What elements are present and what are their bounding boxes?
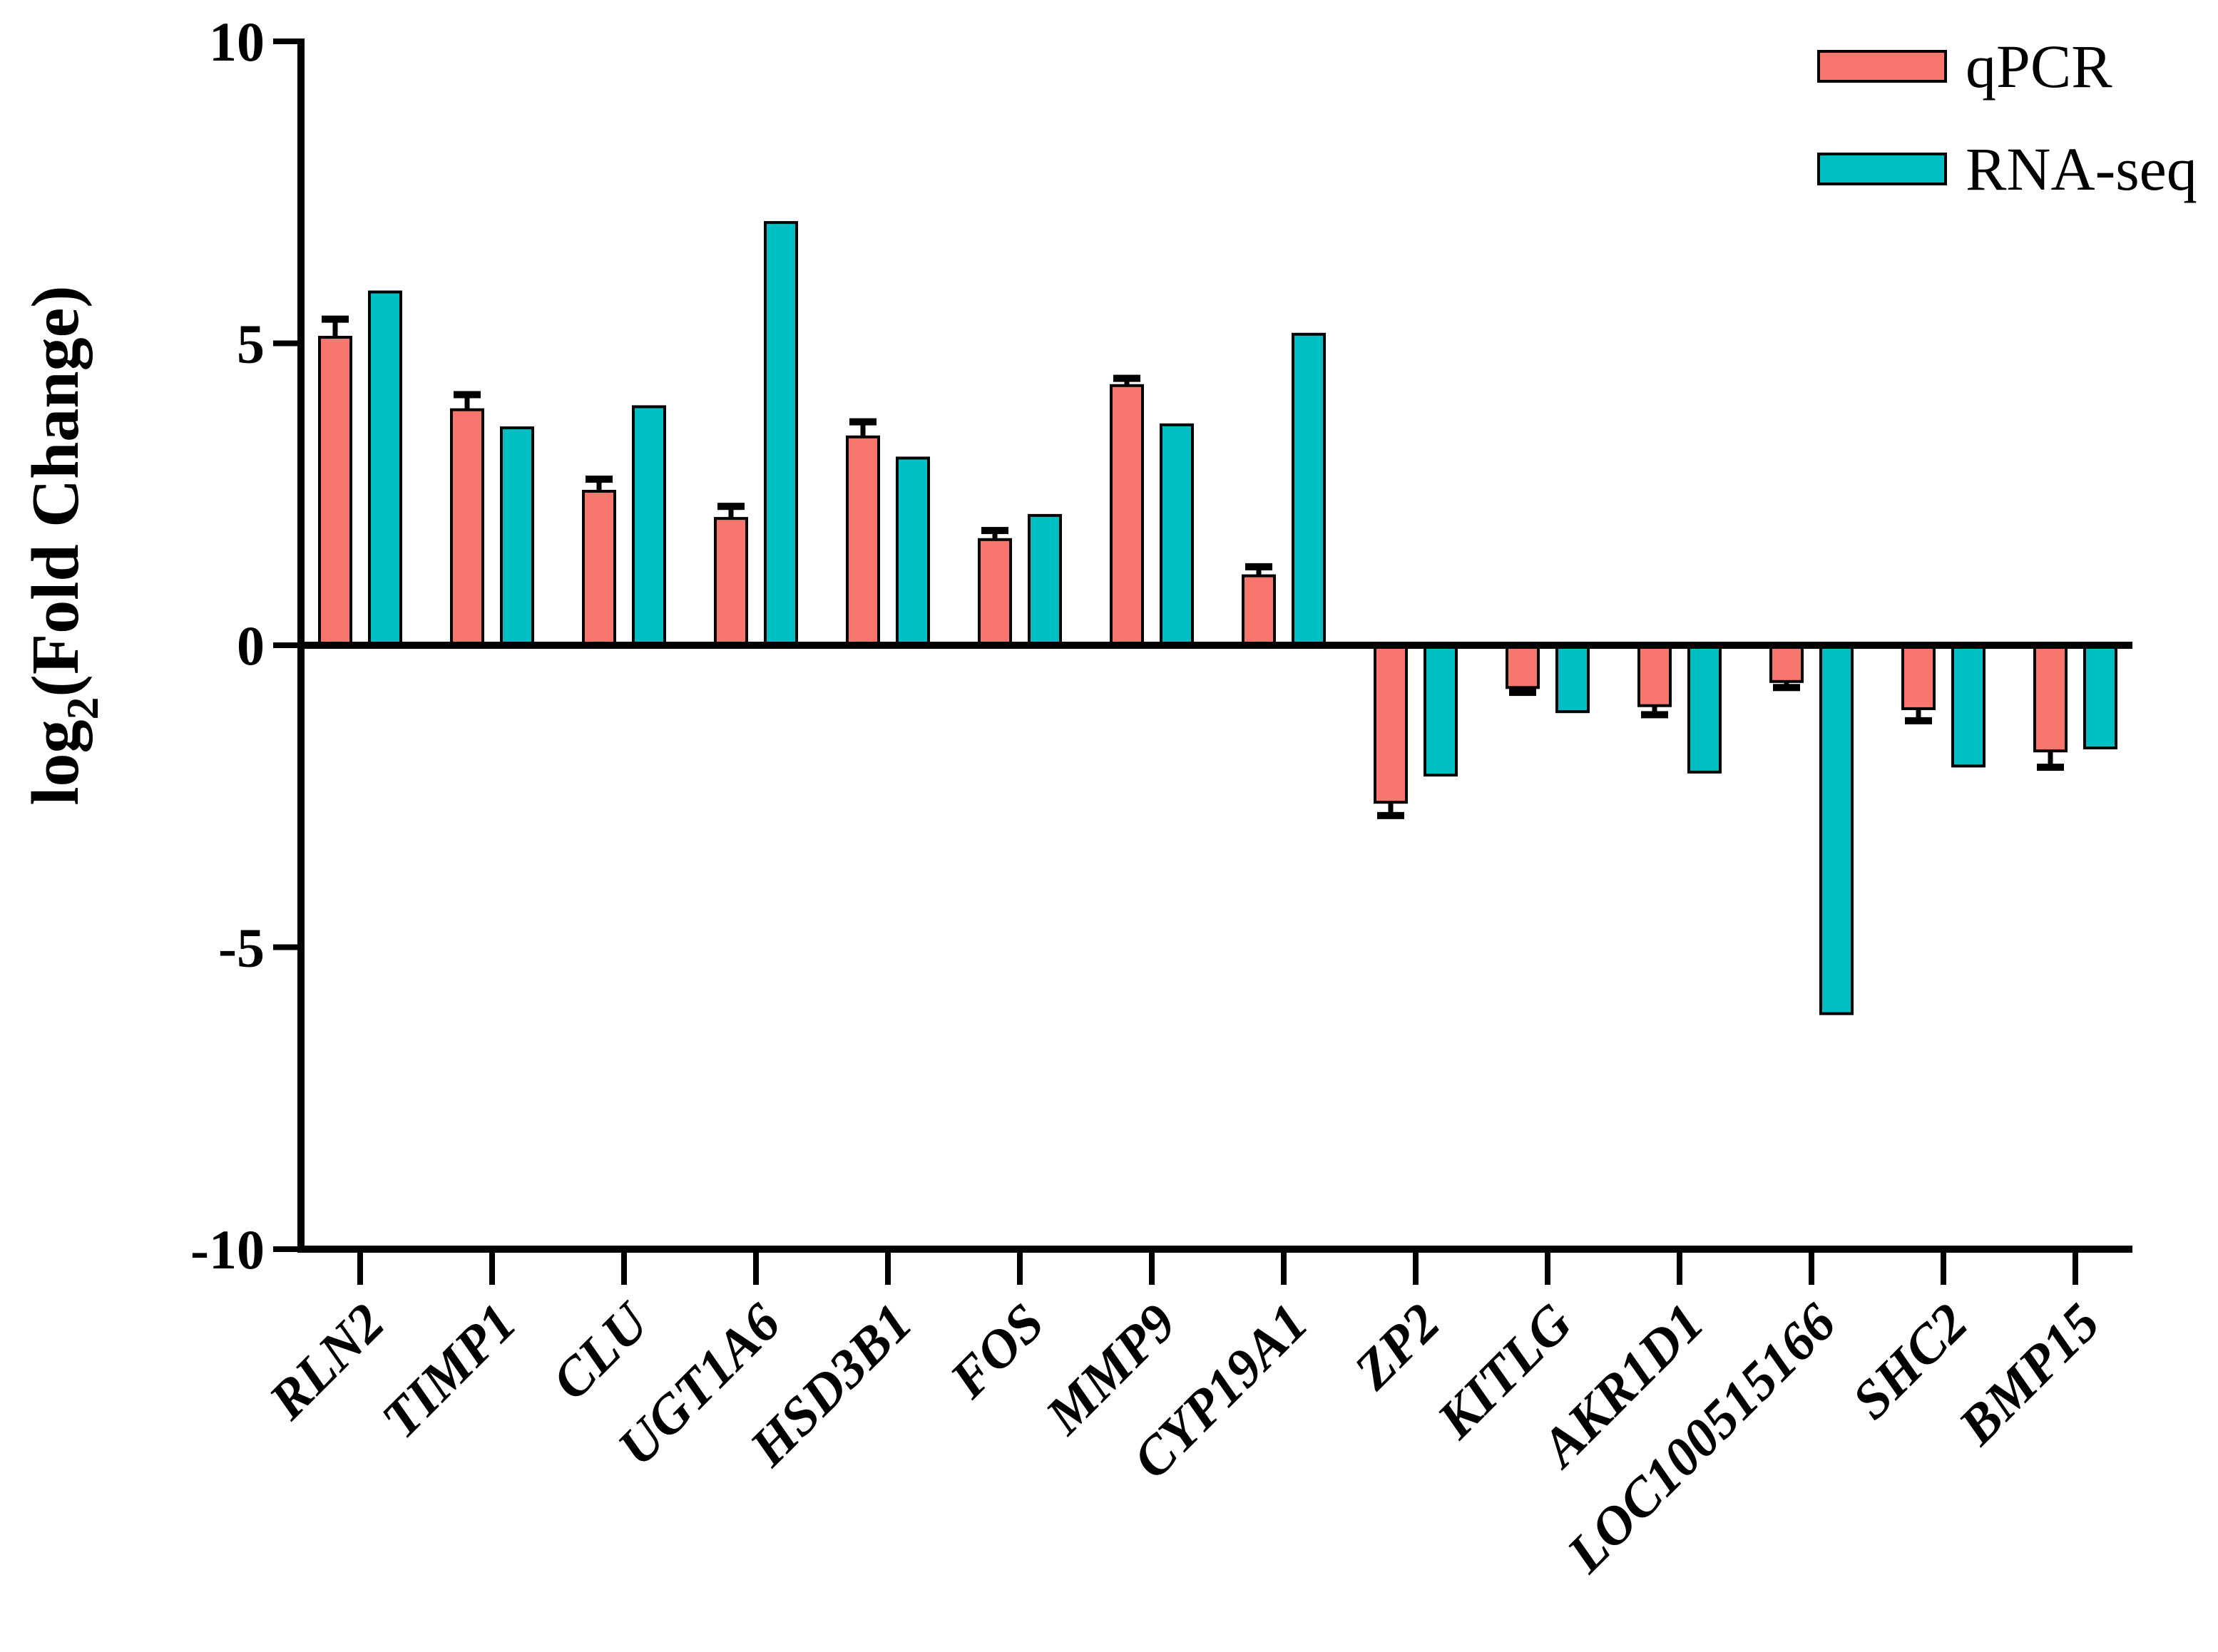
x-tick-TIMP1	[489, 1253, 495, 1285]
bar-rnaseq-CYP19A1	[1292, 332, 1326, 647]
bar-rnaseq-KITLG	[1555, 644, 1590, 714]
x-tick-BMP15	[2073, 1253, 2078, 1285]
zero-baseline	[297, 642, 2132, 649]
bar-qpcr-TIMP1	[450, 408, 484, 647]
gene-label-FOS: FOS	[938, 1293, 1056, 1410]
y-axis-line	[297, 39, 305, 1252]
error-whisker-BMP15	[2048, 751, 2053, 768]
error-whisker-UGT1A6	[728, 506, 734, 519]
error-cap-UGT1A6	[717, 503, 745, 511]
x-tick-LOC100515166	[1809, 1253, 1814, 1285]
error-cap-AKR1D1	[1641, 711, 1668, 719]
y-axis-title-sub: 2	[57, 697, 108, 720]
x-tick-KITLG	[1545, 1253, 1550, 1285]
bar-qpcr-CLU	[582, 490, 616, 647]
bar-rnaseq-LOC100515166	[1819, 644, 1854, 1015]
error-cap-CLU	[586, 476, 613, 483]
y-tick--5	[273, 944, 297, 950]
bar-rnaseq-MMP9	[1160, 423, 1194, 647]
legend-swatch-qpcr	[1817, 50, 1947, 83]
y-axis-title: log2(Fold Change)	[9, 11, 108, 1080]
x-tick-SHC2	[1941, 1253, 1946, 1285]
gene-label-TIMP1: TIMP1	[370, 1293, 528, 1450]
error-cap-BMP15	[2037, 764, 2064, 771]
bar-qpcr-MMP9	[1110, 384, 1144, 647]
bar-rnaseq-RLN2	[368, 290, 402, 647]
x-tick-CLU	[621, 1253, 627, 1285]
error-whisker-CYP19A1	[1256, 566, 1262, 576]
y-axis-title-post: (Fold Change)	[19, 285, 93, 697]
legend-label-qpcr: qPCR	[1966, 32, 2112, 101]
error-whisker-HSD3B1	[860, 421, 866, 437]
bar-rnaseq-ZP2	[1424, 644, 1458, 777]
error-cap-FOS	[981, 527, 1008, 535]
bar-rnaseq-HSD3B1	[896, 456, 930, 647]
error-cap-LOC100515166	[1773, 684, 1800, 692]
y-tick--10	[273, 1246, 297, 1252]
x-tick-HSD3B1	[885, 1253, 891, 1285]
error-cap-KITLG	[1509, 689, 1536, 697]
error-cap-CYP19A1	[1245, 563, 1272, 570]
legend-item-qpcr: qPCR	[1817, 32, 2112, 101]
bar-rnaseq-BMP15	[2083, 644, 2117, 749]
error-whisker-TIMP1	[464, 394, 470, 410]
y-tick-5	[273, 340, 297, 347]
error-whisker-MMP9	[1124, 378, 1130, 386]
y-tick-label--5: -5	[218, 917, 265, 979]
y-tick-label-5: 5	[237, 313, 265, 375]
gene-label-BMP15: BMP15	[1947, 1293, 2111, 1457]
bar-rnaseq-FOS	[1028, 513, 1062, 647]
bar-qpcr-HSD3B1	[846, 435, 880, 647]
error-whisker-SHC2	[1916, 708, 1921, 721]
bar-qpcr-SHC2	[1901, 644, 1936, 710]
bar-rnaseq-SHC2	[1951, 644, 1986, 768]
bar-rnaseq-UGT1A6	[764, 221, 798, 647]
x-tick-MMP9	[1149, 1253, 1155, 1285]
error-cap-SHC2	[1905, 717, 1932, 724]
bar-qpcr-BMP15	[2033, 644, 2068, 753]
legend-item-rnaseq: RNA-seq	[1817, 135, 2197, 203]
error-cap-MMP9	[1113, 374, 1140, 382]
gene-label-CLU: CLU	[541, 1291, 662, 1412]
bar-qpcr-ZP2	[1374, 644, 1408, 804]
error-whisker-ZP2	[1388, 802, 1394, 816]
bar-qpcr-LOC100515166	[1769, 644, 1804, 683]
y-tick-10	[273, 39, 297, 44]
error-whisker-FOS	[992, 530, 998, 540]
legend-swatch-rnaseq	[1817, 153, 1947, 185]
x-tick-CYP19A1	[1281, 1253, 1287, 1285]
gene-label-ZP2: ZP2	[1342, 1293, 1451, 1402]
bar-qpcr-UGT1A6	[714, 517, 748, 647]
error-whisker-RLN2	[332, 319, 338, 338]
y-tick-0	[273, 642, 297, 648]
x-tick-RLN2	[357, 1253, 363, 1285]
legend-label-rnaseq: RNA-seq	[1966, 135, 2197, 203]
error-whisker-CLU	[596, 479, 602, 492]
bar-rnaseq-TIMP1	[500, 426, 534, 647]
bar-rnaseq-AKR1D1	[1687, 644, 1722, 774]
x-tick-UGT1A6	[753, 1253, 759, 1285]
error-cap-RLN2	[322, 315, 349, 323]
y-tick-label-10: 10	[209, 11, 265, 73]
error-cap-HSD3B1	[849, 418, 877, 426]
x-tick-ZP2	[1413, 1253, 1419, 1285]
error-cap-ZP2	[1377, 811, 1404, 819]
bar-qpcr-KITLG	[1506, 644, 1540, 689]
error-cap-TIMP1	[454, 391, 481, 399]
y-tick-label--10: -10	[190, 1219, 265, 1281]
x-tick-FOS	[1017, 1253, 1023, 1285]
bar-qpcr-FOS	[978, 538, 1012, 647]
y-axis-title-pre: log	[19, 719, 93, 806]
bar-qpcr-AKR1D1	[1637, 644, 1672, 707]
x-tick-AKR1D1	[1677, 1253, 1682, 1285]
bar-rnaseq-CLU	[632, 405, 666, 647]
x-axis-line	[297, 1246, 2132, 1253]
y-tick-label-0: 0	[237, 615, 265, 677]
bar-qpcr-RLN2	[318, 336, 352, 647]
error-whisker-AKR1D1	[1652, 705, 1657, 715]
bar-qpcr-CYP19A1	[1242, 574, 1276, 647]
